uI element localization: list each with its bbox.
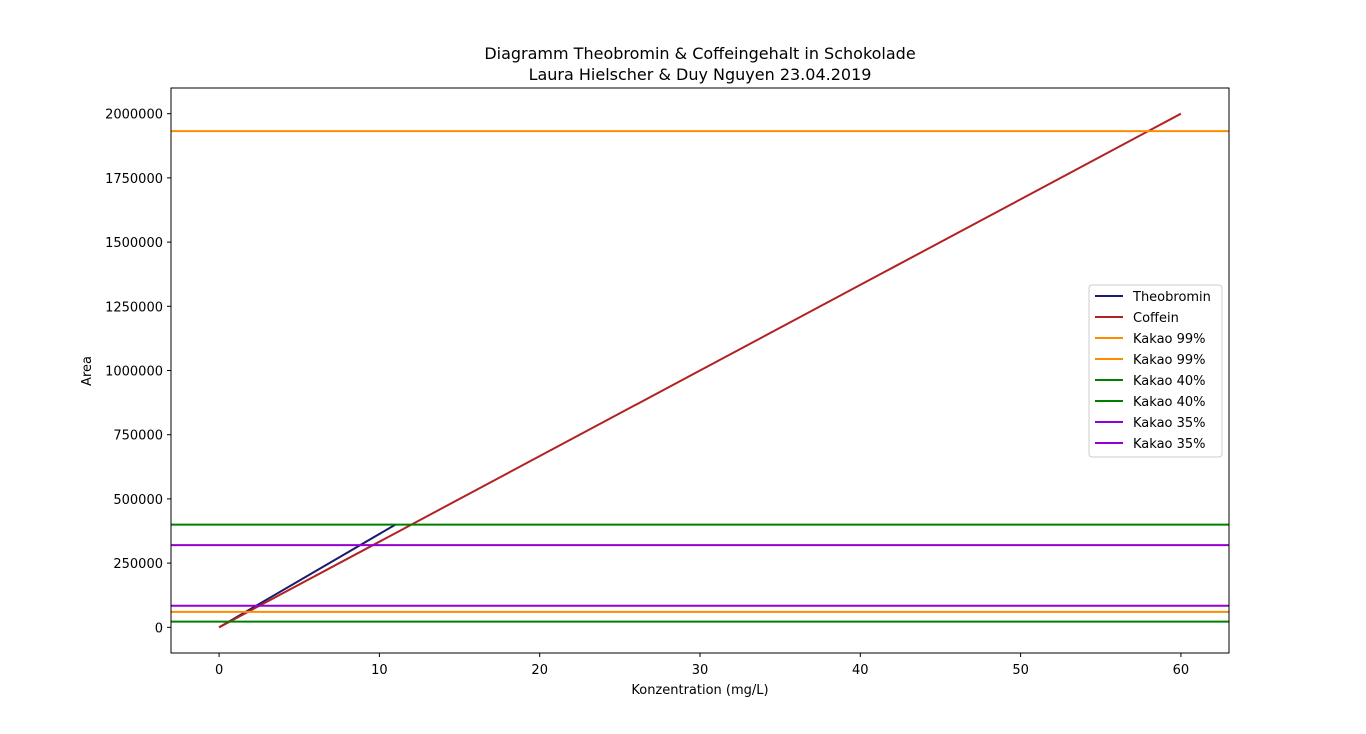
- series-line-1: [218, 112, 1182, 629]
- legend-entries: Theobromin Coffein Kakao 99% Kakao 99% Kakao…: [1095, 290, 1211, 452]
- legend-label: Kakao 35%: [1133, 437, 1206, 452]
- y-tick-label: 0: [155, 621, 163, 636]
- legend-label: Kakao 99%: [1133, 353, 1206, 368]
- y-tick-label: 250000: [113, 557, 163, 572]
- y-axis-label: Area: [80, 356, 95, 386]
- x-tick-label: 10: [371, 663, 388, 678]
- legend-label: Coffein: [1133, 311, 1179, 326]
- legend-box: [1088, 284, 1223, 458]
- x-axis-label: Konzentration (mg/L): [631, 683, 768, 698]
- x-tick-label: 40: [852, 663, 869, 678]
- legend-label: Kakao 35%: [1133, 416, 1206, 431]
- legend-label: Kakao 99%: [1133, 332, 1206, 347]
- x-tick-label: 50: [1012, 663, 1029, 678]
- x-tick-label: 20: [531, 663, 548, 678]
- legend: Theobromin Coffein Kakao 99% Kakao 99% Kakao…: [1088, 284, 1223, 458]
- y-tick-label: 1500000: [105, 236, 163, 251]
- series-line-0: [218, 523, 396, 629]
- legend-label: Kakao 40%: [1133, 395, 1206, 410]
- plot-frame: [170, 87, 1230, 654]
- y-tick-label: 2000000: [105, 108, 163, 123]
- x-tick-label: 0: [215, 663, 223, 678]
- series-layer: [171, 112, 1229, 629]
- chart-title: Diagramm Theobromin & Coffeingehalt in S…: [484, 44, 915, 63]
- legend-label: Kakao 40%: [1133, 374, 1206, 389]
- y-tick-label: 1000000: [105, 365, 163, 380]
- x-tick-label: 30: [692, 663, 709, 678]
- legend-label: Theobromin: [1132, 290, 1211, 305]
- ticks-layer: 0 10 20 30 40 50 60 0 250000 500000 750000 1000000 1…: [105, 108, 1189, 678]
- chart-subtitle: Laura Hielscher & Duy Nguyen 23.04.2019: [529, 65, 872, 84]
- y-tick-label: 500000: [113, 493, 163, 508]
- y-tick-label: 750000: [113, 429, 163, 444]
- y-tick-label: 1250000: [105, 300, 163, 315]
- x-tick-label: 60: [1173, 663, 1190, 678]
- y-tick-label: 1750000: [105, 172, 163, 187]
